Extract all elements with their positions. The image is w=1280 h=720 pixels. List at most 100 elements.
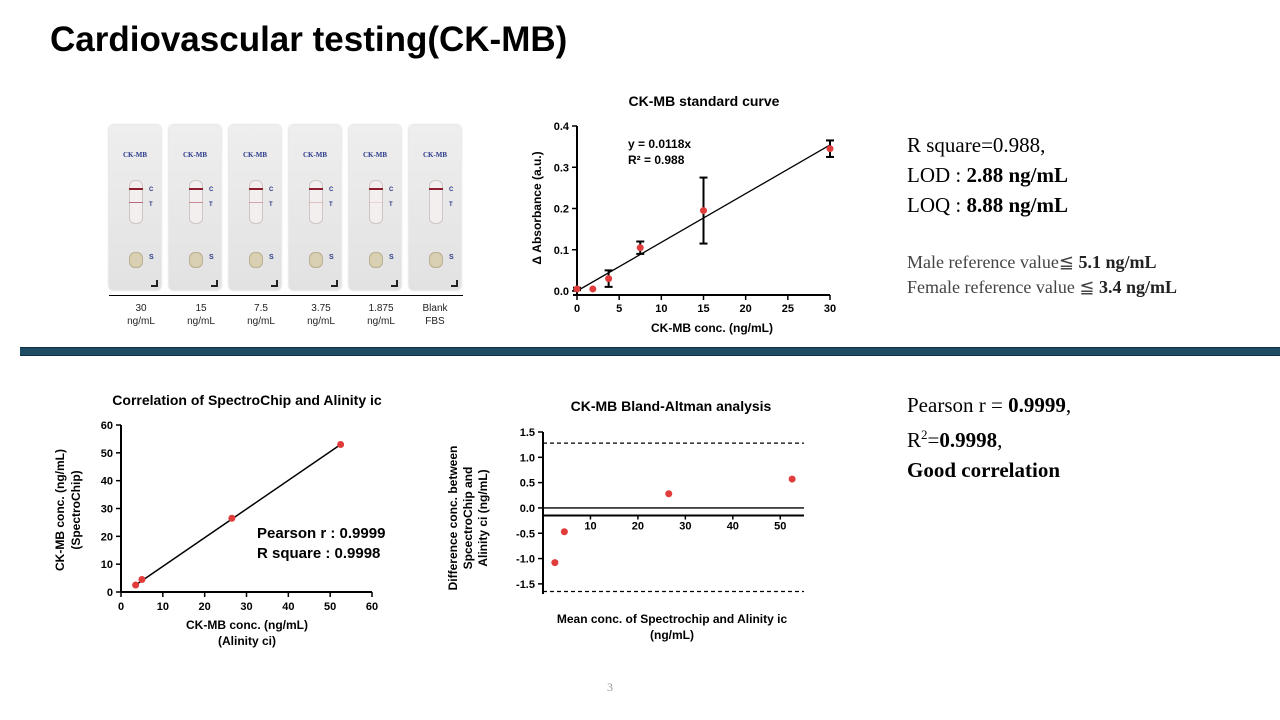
control-line bbox=[189, 188, 203, 190]
reference-values: Male reference value≦ 5.1 ng/mL Female r… bbox=[907, 250, 1177, 300]
x-tick-label: 10 bbox=[655, 303, 667, 315]
test-strip: CK-MB C T S bbox=[229, 125, 281, 290]
strip-label: CK-MB bbox=[362, 151, 388, 159]
strip-baseline bbox=[109, 295, 463, 296]
correlation-chart: Correlation of SpectroChip and Alinity i… bbox=[53, 392, 385, 648]
corner-mark bbox=[451, 280, 458, 287]
female-reference-row: Female reference value ≦ 3.4 ng/mL bbox=[907, 275, 1177, 300]
y-tick-label: 0.3 bbox=[554, 162, 569, 174]
strip-caption: 15 ng/mL bbox=[172, 302, 230, 328]
r2-prefix: R bbox=[907, 428, 922, 452]
t-mark: T bbox=[449, 202, 453, 208]
loq-label: LOQ : bbox=[907, 193, 967, 217]
y-axis-label-line2: SpcectroChip and bbox=[461, 467, 475, 570]
sample-well bbox=[429, 252, 443, 268]
x-tick-label: 30 bbox=[679, 521, 691, 533]
caption-unit: ng/mL bbox=[247, 316, 275, 327]
caption-value: 3.75 bbox=[311, 303, 331, 314]
c-mark: C bbox=[209, 187, 214, 193]
s-mark: S bbox=[449, 254, 454, 261]
y-axis-label-line3: Alinity ci (ng/mL) bbox=[476, 469, 490, 566]
x-tick-label: 25 bbox=[782, 303, 794, 315]
y-tick-label: 1.0 bbox=[520, 452, 535, 464]
conclusion: Good correlation bbox=[907, 455, 1071, 485]
pearson-row: Pearson r = 0.9999, bbox=[907, 390, 1071, 420]
strip-label: CK-MB bbox=[422, 151, 448, 159]
sample-well bbox=[189, 252, 203, 268]
data-point bbox=[132, 581, 140, 589]
sample-well bbox=[249, 252, 263, 268]
strip-window bbox=[309, 180, 323, 224]
caption-unit: ng/mL bbox=[367, 316, 395, 327]
c-mark: C bbox=[329, 187, 334, 193]
y-tick-label: 40 bbox=[101, 476, 113, 488]
y-tick-label: 0.0 bbox=[554, 286, 569, 298]
x-tick-label: 10 bbox=[584, 521, 596, 533]
sample-well bbox=[309, 252, 323, 268]
strip-window bbox=[429, 180, 443, 224]
test-line bbox=[129, 202, 143, 203]
test-strip: CK-MB C T S bbox=[409, 125, 461, 290]
x-tick-label: 60 bbox=[366, 601, 378, 613]
chart-title: CK-MB standard curve bbox=[629, 93, 780, 109]
x-tick-label: 5 bbox=[616, 303, 622, 315]
control-line bbox=[429, 188, 443, 190]
strip-caption: Blank FBS bbox=[406, 302, 464, 328]
s-mark: S bbox=[329, 254, 334, 261]
r2-suffix: , bbox=[997, 428, 1003, 452]
test-line bbox=[309, 202, 323, 203]
y-tick-label: 0.5 bbox=[520, 478, 535, 490]
c-mark: C bbox=[149, 187, 154, 193]
r2-superscript: 2 bbox=[921, 427, 928, 442]
data-point bbox=[788, 475, 796, 483]
data-point bbox=[560, 528, 568, 536]
y-tick-label: 30 bbox=[101, 504, 113, 516]
chart-title: Correlation of SpectroChip and Alinity i… bbox=[112, 392, 382, 408]
r2-equals: = bbox=[927, 428, 940, 452]
strip-caption: 7.5 ng/mL bbox=[232, 302, 290, 328]
loq-row: LOQ : 8.88 ng/mL bbox=[907, 190, 1068, 220]
pearson-label: Pearson r = bbox=[907, 393, 1009, 417]
pearson-annotation: Pearson r : 0.9999 bbox=[257, 525, 385, 542]
x-tick-label: 20 bbox=[632, 521, 644, 533]
x-tick-label: 50 bbox=[324, 601, 336, 613]
bland-altman-chart: CK-MB Bland-Altman analysis -1.5 -1.0 -0.5… bbox=[446, 398, 804, 642]
data-point bbox=[636, 244, 644, 252]
y-tick-label: 0.0 bbox=[520, 503, 535, 515]
corner-mark bbox=[271, 280, 278, 287]
lod-value: 2.88 ng/mL bbox=[966, 163, 1069, 187]
strip-caption: 30 ng/mL bbox=[112, 302, 170, 328]
lod-label: LOD : bbox=[907, 163, 967, 187]
data-point bbox=[573, 285, 581, 293]
sample-well bbox=[129, 252, 143, 268]
y-axis-label-source: (SpectroChip) bbox=[69, 470, 83, 549]
corner-mark bbox=[211, 280, 218, 287]
x-axis-label: Mean conc. of Spectrochip and Alinity ic bbox=[557, 612, 788, 626]
correlation-summary: Pearson r = 0.9999, R2=0.9998, Good corr… bbox=[907, 390, 1071, 485]
test-line bbox=[369, 202, 383, 203]
fit-r-squared: R² = 0.988 bbox=[628, 153, 685, 167]
x-axis-label-unit: (Alinity ci) bbox=[218, 634, 276, 648]
r-square-text: R square=0.988, bbox=[907, 133, 1046, 157]
test-strip: CK-MB C T S bbox=[169, 125, 221, 290]
y-tick-label: -1.5 bbox=[516, 579, 535, 591]
x-axis-label-unit: (ng/mL) bbox=[650, 628, 694, 642]
caption-unit: FBS bbox=[425, 316, 445, 327]
y-tick-label: -0.5 bbox=[516, 528, 535, 540]
r-square-annotation: R square : 0.9998 bbox=[257, 545, 380, 562]
y-tick-label: 50 bbox=[101, 448, 113, 460]
caption-value: 7.5 bbox=[254, 303, 268, 314]
caption-unit: ng/mL bbox=[187, 316, 215, 327]
y-axis-label: Δ Absorbance (a.u.) bbox=[530, 151, 544, 264]
male-reference-row: Male reference value≦ 5.1 ng/mL bbox=[907, 250, 1177, 275]
x-tick-label: 40 bbox=[282, 601, 294, 613]
conclusion-text: Good correlation bbox=[907, 458, 1061, 482]
sample-well bbox=[369, 252, 383, 268]
y-tick-label: 60 bbox=[101, 420, 113, 432]
calibration-summary: R square=0.988, LOD : 2.88 ng/mL LOQ : 8… bbox=[907, 130, 1068, 220]
lod-row: LOD : 2.88 ng/mL bbox=[907, 160, 1068, 190]
data-point bbox=[605, 275, 613, 283]
y-tick-label: 10 bbox=[101, 559, 113, 571]
data-point bbox=[826, 145, 834, 153]
x-tick-label: 40 bbox=[727, 521, 739, 533]
